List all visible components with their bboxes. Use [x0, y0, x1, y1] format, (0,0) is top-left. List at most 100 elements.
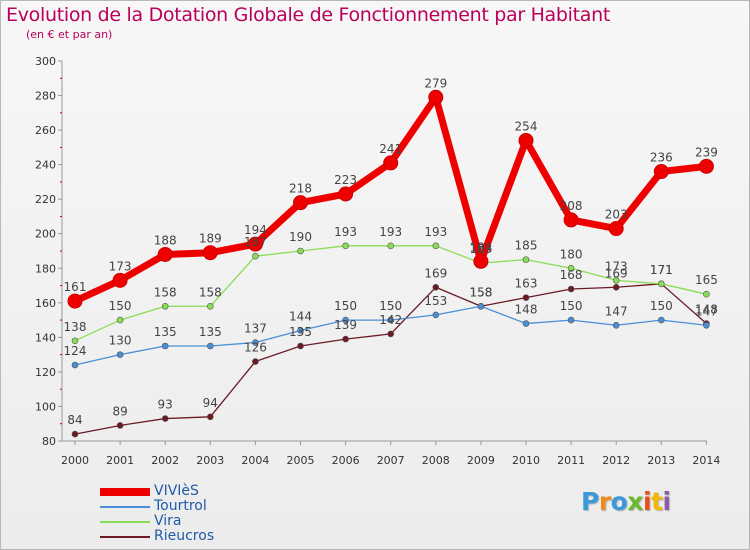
- y-tick-label: 120: [35, 366, 56, 379]
- data-point-3: [297, 342, 304, 350]
- data-label-0: 188: [154, 233, 177, 247]
- data-point-2: [252, 252, 259, 260]
- data-label-3: 89: [112, 404, 127, 418]
- data-point-0: [428, 89, 444, 105]
- data-point-1: [71, 361, 79, 369]
- logo-letter: i: [643, 487, 652, 516]
- data-label-1: 147: [695, 304, 718, 318]
- x-tick-label: 2005: [287, 454, 315, 467]
- data-point-0: [383, 155, 399, 171]
- data-label-0: 241: [379, 142, 402, 156]
- data-label-3: 169: [605, 266, 628, 280]
- legend-item: Rieucros: [100, 529, 214, 544]
- x-tick-label: 2008: [422, 454, 450, 467]
- data-label-2: 173: [605, 259, 628, 273]
- data-point-3: [387, 330, 395, 338]
- data-point-2: [71, 337, 79, 345]
- data-point-0: [338, 186, 354, 202]
- legend-swatch: [100, 487, 150, 496]
- x-tick-label: 2006: [332, 454, 360, 467]
- data-label-1: 148: [515, 303, 538, 317]
- data-label-0: 208: [560, 199, 583, 213]
- data-label-1: 147: [605, 304, 628, 318]
- data-point-1: [116, 351, 124, 358]
- x-tick-label: 2001: [106, 454, 134, 467]
- data-label-0: 194: [244, 223, 267, 237]
- data-point-3: [432, 283, 440, 291]
- legend-swatch: [100, 505, 150, 508]
- data-label-3: 142: [379, 313, 402, 327]
- legend-swatch: [100, 520, 150, 523]
- x-tick-label: 2000: [61, 454, 89, 467]
- x-tick-label: 2011: [557, 454, 585, 467]
- line-chart: 80 100 120 140 160 180 200 220 240 260 280 300 2000 2…: [35, 55, 720, 467]
- y-tick-label: 160: [35, 297, 56, 310]
- legend-item: Vira: [100, 514, 214, 529]
- data-label-0: 218: [289, 182, 312, 196]
- data-label-2: 158: [199, 285, 222, 299]
- data-label-0: 184: [469, 240, 492, 254]
- data-label-1: 150: [560, 299, 583, 313]
- data-label-2: 165: [695, 273, 718, 287]
- legend-label: Vira: [154, 513, 182, 529]
- legend-label: Tourtrol: [154, 498, 207, 514]
- y-tick-label: 200: [35, 228, 56, 241]
- data-point-3: [567, 285, 575, 293]
- data-label-3: 126: [244, 341, 267, 355]
- data-point-0: [653, 164, 669, 180]
- data-label-0: 236: [650, 151, 673, 165]
- x-tick-label: 2012: [602, 454, 630, 467]
- x-tick-label: 2007: [377, 454, 405, 467]
- x-tick-label: 2010: [512, 454, 540, 467]
- data-label-1: 135: [154, 325, 177, 339]
- data-label-3: 163: [515, 277, 538, 291]
- data-point-2: [161, 302, 169, 310]
- data-label-0: 254: [515, 119, 538, 133]
- y-tick-label: 100: [35, 400, 56, 413]
- legend-item: VIVIèS: [100, 484, 214, 499]
- data-point-2: [116, 316, 124, 324]
- data-point-0: [157, 246, 173, 262]
- data-point-2: [567, 264, 575, 272]
- y-tick-label: 300: [35, 55, 56, 68]
- data-point-2: [612, 277, 620, 284]
- data-point-0: [67, 293, 83, 309]
- data-point-1: [567, 316, 575, 324]
- logo-letter: P: [581, 487, 599, 516]
- data-point-0: [202, 245, 218, 261]
- data-label-3: 84: [67, 413, 82, 427]
- x-tick-label: 2013: [647, 454, 675, 467]
- data-point-2: [387, 242, 395, 250]
- data-label-0: 223: [334, 173, 357, 187]
- x-tick-label: 2004: [241, 454, 269, 467]
- data-point-1: [161, 342, 169, 350]
- data-point-1: [657, 316, 665, 324]
- data-label-3: 148: [695, 303, 718, 317]
- data-point-3: [522, 294, 530, 301]
- data-label-2: 138: [64, 320, 87, 334]
- data-label-1: 124: [64, 344, 87, 358]
- data-point-2: [657, 280, 665, 288]
- legend-swatch: [100, 535, 150, 538]
- chart-subtitle: (en € et par an): [26, 28, 113, 41]
- data-point-1: [432, 311, 440, 319]
- data-label-0: 203: [605, 208, 628, 222]
- data-point-3: [161, 415, 169, 422]
- data-label-3: 139: [334, 318, 357, 332]
- data-point-0: [293, 195, 308, 211]
- data-label-2: 180: [560, 247, 583, 261]
- chart-title: Evolution de la Dotation Globale de Fonc…: [6, 4, 611, 26]
- data-point-0: [518, 132, 534, 148]
- data-label-2: 185: [515, 239, 538, 253]
- data-point-1: [297, 327, 304, 334]
- data-label-2: 171: [650, 263, 673, 277]
- logo-letter: r: [598, 487, 611, 516]
- legend-label: Rieucros: [154, 528, 215, 544]
- data-point-3: [252, 358, 259, 365]
- data-point-1: [703, 321, 710, 329]
- logo-letter: x: [627, 487, 643, 516]
- data-label-3: 93: [158, 398, 173, 412]
- data-point-3: [116, 422, 124, 429]
- data-point-0: [247, 236, 263, 252]
- data-point-2: [342, 242, 349, 250]
